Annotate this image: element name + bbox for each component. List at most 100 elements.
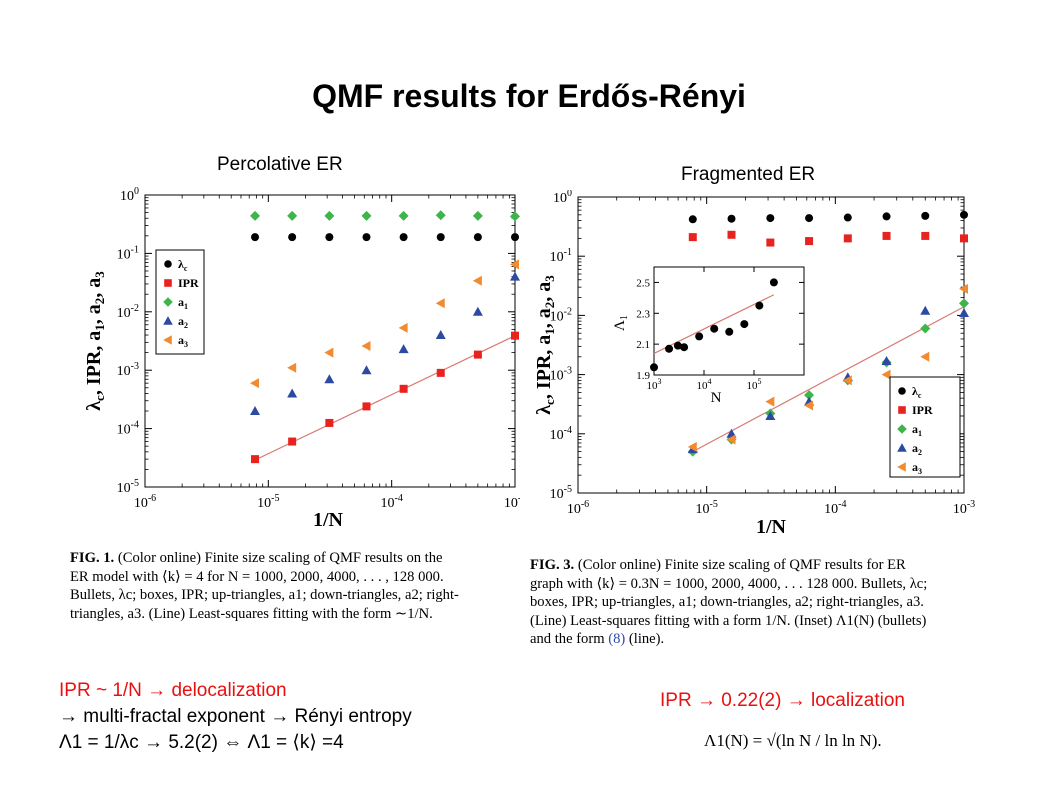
data-point-a3: [435, 298, 445, 309]
x-tick-label: 10-6: [134, 493, 156, 511]
legend-marker: [163, 316, 173, 325]
data-point-a3: [804, 400, 814, 411]
right-panel-label: Fragmented ER: [681, 164, 816, 185]
data-point-a3: [842, 375, 852, 386]
y-tick-label: 10-4: [117, 420, 139, 438]
caption-line: (Color online) Finite size scaling of QM…: [577, 557, 906, 573]
plot-frame: [144, 194, 516, 488]
data-point-IPR: [843, 234, 852, 243]
caption-line: ER model with ⟨k⟩ = 4 for N = 1000, 2000…: [70, 568, 444, 585]
data-point-lambda-c: [688, 215, 697, 224]
data-point-IPR: [511, 331, 519, 340]
data-point-a2: [920, 305, 931, 315]
inset-y-label: Λ1: [612, 315, 630, 331]
data-point-lambda-c: [436, 233, 445, 242]
data-point-IPR: [766, 238, 775, 247]
inset-frame: [653, 266, 805, 376]
legend-marker: [897, 443, 907, 452]
data-point-lambda-c: [251, 233, 260, 242]
data-point-a1: [398, 210, 409, 221]
data-point-a2: [765, 410, 776, 420]
inset-data-point: [673, 341, 682, 350]
inset-x-tick-label: 104: [697, 377, 712, 392]
y-tick-label: 10-2: [117, 303, 139, 321]
caption-line: boxes, IPR; up-triangles, a1; down-trian…: [530, 594, 924, 610]
data-point-a1: [287, 210, 298, 221]
y-tick-label: 100: [120, 186, 139, 204]
data-point-IPR: [362, 402, 371, 411]
data-point-a2: [472, 306, 483, 316]
inset-data-point: [740, 320, 749, 329]
legend-label: λc: [178, 257, 188, 273]
inset-data-point: [665, 344, 674, 353]
caption-line: and the form: [530, 631, 609, 647]
note-lambda-relation: Λ1 = 1/λc → 5.2(2) ⇔ Λ1 = ⟨k⟩ =4: [59, 732, 344, 753]
equation-link[interactable]: (8): [608, 631, 626, 647]
data-point-a2: [287, 388, 298, 398]
legend-label: a1: [912, 422, 922, 438]
plot-frame: [577, 196, 965, 494]
legend-marker: [897, 462, 906, 472]
y-tick-label: 10-3: [117, 361, 139, 379]
y-tick-label: 10-5: [117, 478, 139, 496]
legend-label: a1: [178, 295, 188, 311]
caption-line: (Line) Least-squares fitting with a form…: [530, 612, 927, 629]
legend-marker: [898, 406, 906, 414]
data-point-lambda-c: [325, 233, 334, 242]
data-point-a3: [472, 275, 482, 286]
inset-data-point: [769, 278, 778, 287]
data-point-IPR: [882, 231, 891, 240]
legend-label: IPR: [912, 403, 933, 417]
data-point-a3: [250, 378, 260, 389]
data-point-a2: [398, 344, 409, 354]
caption-fig-label: FIG. 1.: [70, 550, 115, 566]
inset-y-tick-label: 2.5: [636, 277, 650, 289]
inset-y-tick-label: 2.3: [636, 308, 650, 320]
inset-y-tick-label: 1.9: [636, 370, 650, 382]
fit-line: [254, 335, 516, 461]
data-point-a1: [510, 211, 520, 222]
inset-chart: 1.9 2.1 2.3 2.5 103 104 105 N Λ1: [612, 266, 805, 406]
legend-label: a3: [178, 333, 188, 349]
data-point-lambda-c: [511, 233, 519, 242]
inset-data-point: [755, 301, 764, 310]
y-axis-label: λc, IPR, a1, a2, a3: [533, 275, 557, 415]
caption-line: (line).: [625, 631, 665, 647]
data-point-a2: [324, 374, 335, 384]
legend-label: λc: [912, 384, 922, 400]
data-point-lambda-c: [960, 210, 968, 219]
data-point-a2: [959, 307, 969, 317]
data-point-lambda-c: [727, 214, 736, 223]
legend-marker: [163, 335, 172, 345]
note-ipr-localization: IPR → 0.22(2) → localization: [660, 690, 905, 711]
legend-label: a2: [178, 314, 188, 330]
data-point-a2: [510, 271, 520, 281]
fit-line: [692, 306, 965, 453]
left-chart: 10-510-410-310-210-110010-610-510-410-3 …: [83, 186, 520, 531]
inset-y-tick-label: 2.1: [636, 339, 650, 351]
data-point-a3: [881, 369, 891, 380]
inset-data-point: [710, 324, 719, 333]
legend-label: IPR: [178, 276, 199, 290]
y-tick-label: 10-2: [550, 306, 572, 324]
data-point-IPR: [960, 234, 968, 243]
x-tick-label: 10-3: [504, 493, 520, 511]
data-point-a3: [959, 283, 968, 294]
x-tick-label: 10-4: [824, 499, 846, 517]
data-point-a2: [881, 355, 892, 365]
data-point-lambda-c: [362, 233, 371, 242]
caption-line: (Color online) Finite size scaling of QM…: [117, 550, 443, 566]
data-point-lambda-c: [399, 233, 408, 242]
data-point-a1: [920, 323, 931, 334]
data-point-IPR: [436, 368, 445, 377]
y-tick-label: 100: [553, 190, 572, 206]
left-caption: FIG. 1. (Color online) Finite size scali…: [70, 549, 520, 623]
data-point-a1: [361, 210, 372, 221]
data-point-a3: [287, 362, 297, 373]
data-point-lambda-c: [805, 214, 814, 223]
legend-label: a2: [912, 441, 922, 457]
caption-line: Bullets, λc; boxes, IPR; up-triangles, a…: [70, 587, 459, 603]
data-point-IPR: [251, 455, 260, 464]
note-multifractal: → multi-fractal exponent → Rényi entropy: [59, 706, 412, 727]
